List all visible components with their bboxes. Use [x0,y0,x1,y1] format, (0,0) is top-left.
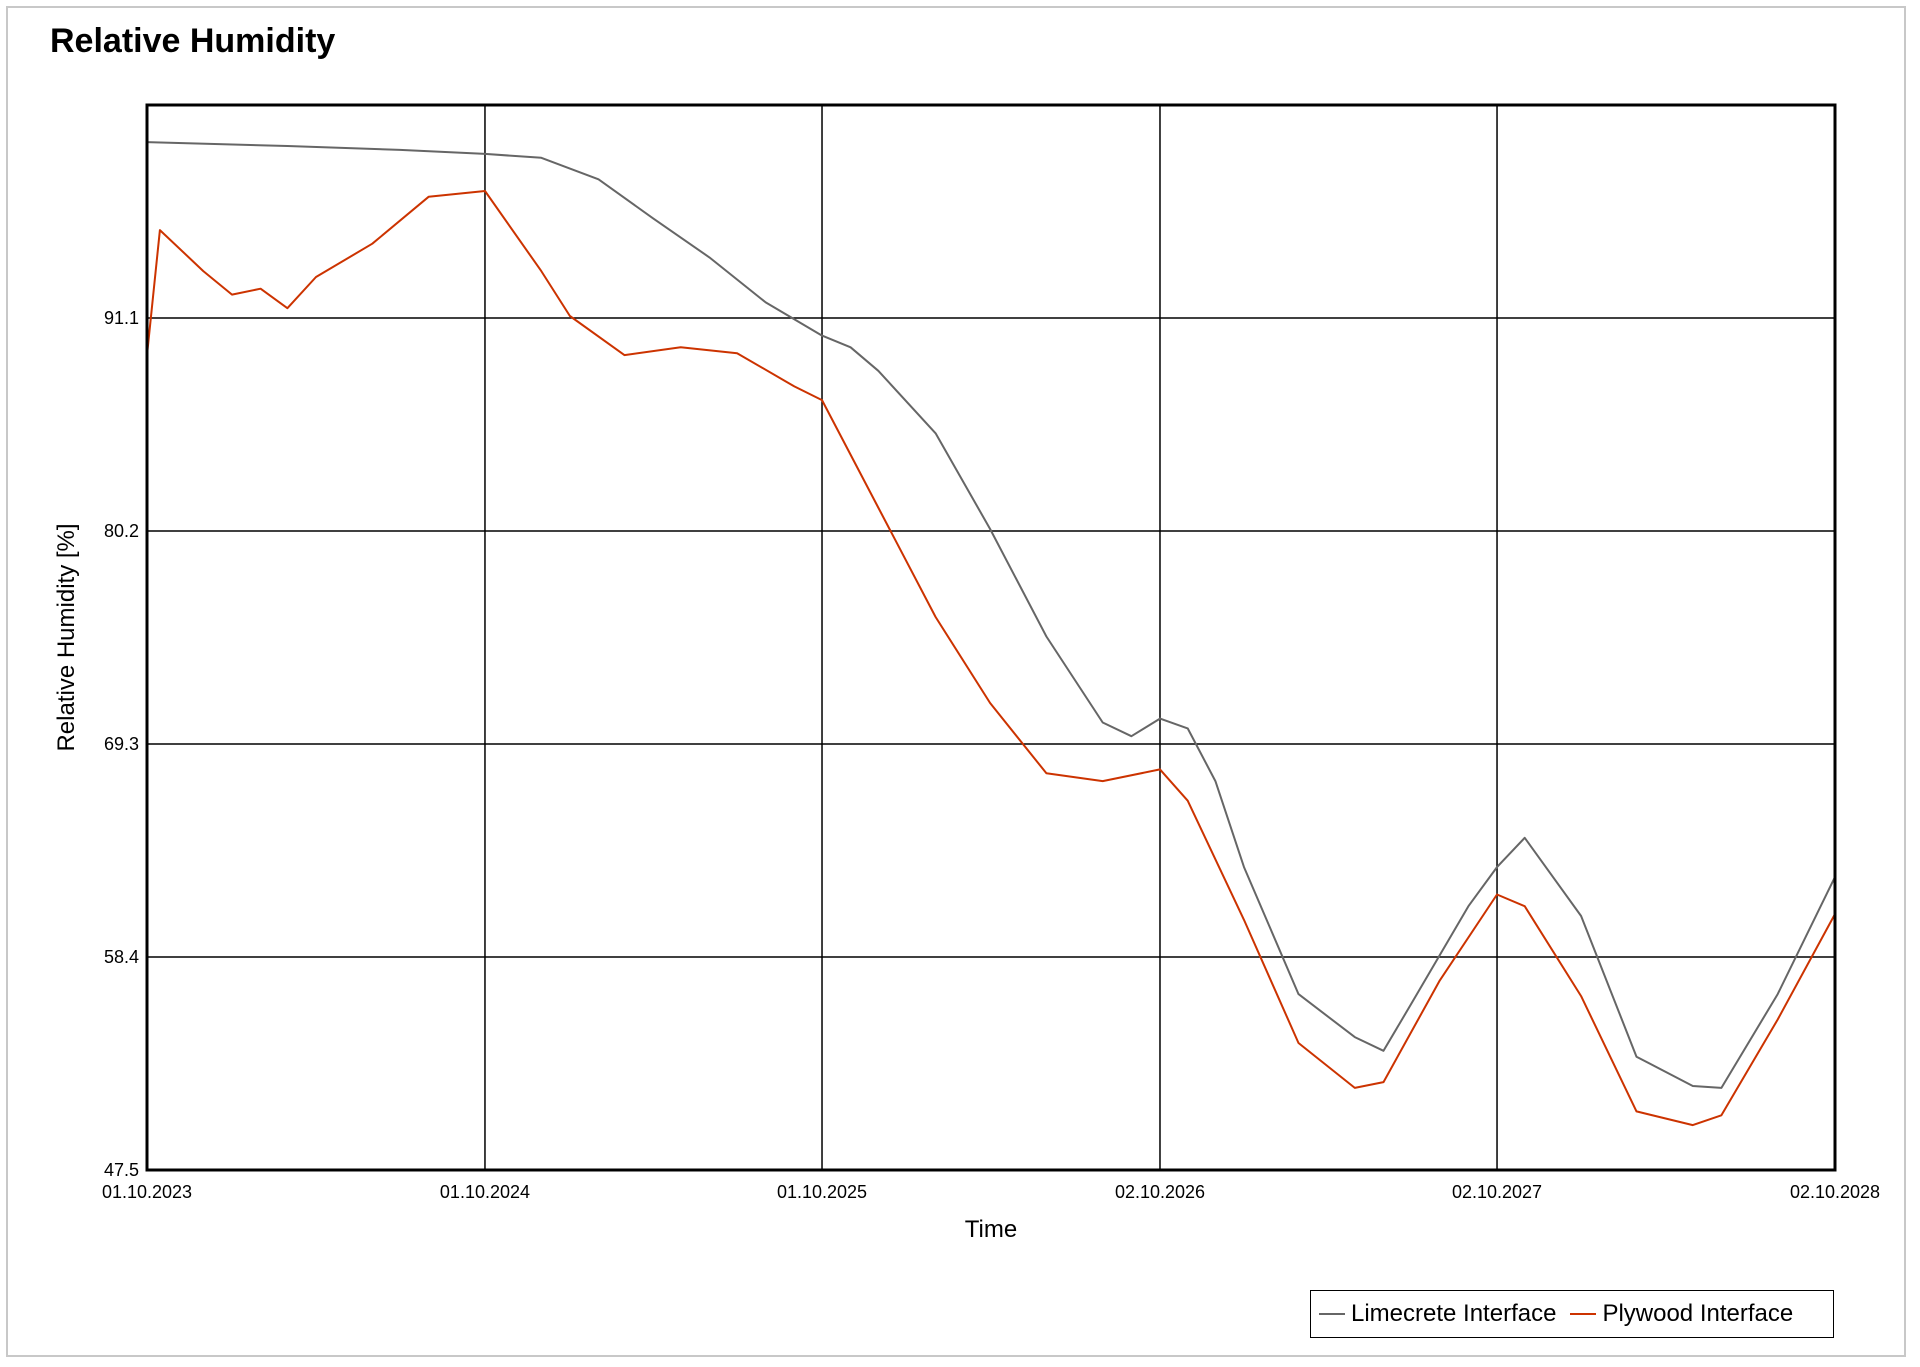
y-tick-label: 58.4 [104,947,139,967]
x-tick-labels: 01.10.2023 01.10.2024 01.10.2025 02.10.2026… [102,1182,1880,1202]
legend-swatch-limecrete [1319,1313,1345,1315]
plot-border [145,103,1837,1172]
x-axis-label: Time [965,1216,1017,1243]
chart-title: Relative Humidity [50,22,336,60]
series-layer [146,141,1836,1127]
legend-label-limecrete: Limecrete Interface [1351,1300,1557,1327]
y-tick-label: 91.1 [104,308,139,328]
grid-layer [147,105,1835,1170]
series-line-plywood [146,190,1836,1127]
y-tick-label: 80.2 [104,521,139,541]
legend: Limecrete Interface Plywood Interface [1310,1290,1834,1338]
x-tick-label: 01.10.2023 [102,1182,192,1202]
x-tick-label: 01.10.2025 [777,1182,867,1202]
legend-item-plywood: Plywood Interface [1570,1300,1793,1328]
y-tick-label: 47.5 [104,1160,139,1180]
y-axis-label: Relative Humidity [%] [53,523,80,751]
y-tick-label: 69.3 [104,734,139,754]
legend-item-limecrete: Limecrete Interface [1319,1300,1556,1328]
x-tick-label: 02.10.2028 [1790,1182,1880,1202]
x-tick-label: 01.10.2024 [440,1182,530,1202]
legend-swatch-plywood [1570,1313,1597,1315]
y-tick-labels: 47.5 58.4 69.3 80.2 91.1 [104,308,139,1180]
x-tick-label: 02.10.2026 [1115,1182,1205,1202]
series-line-limecrete [146,141,1836,1089]
legend-label-plywood: Plywood Interface [1602,1300,1794,1327]
x-tick-label: 02.10.2027 [1452,1182,1542,1202]
chart-frame [6,6,1906,1357]
